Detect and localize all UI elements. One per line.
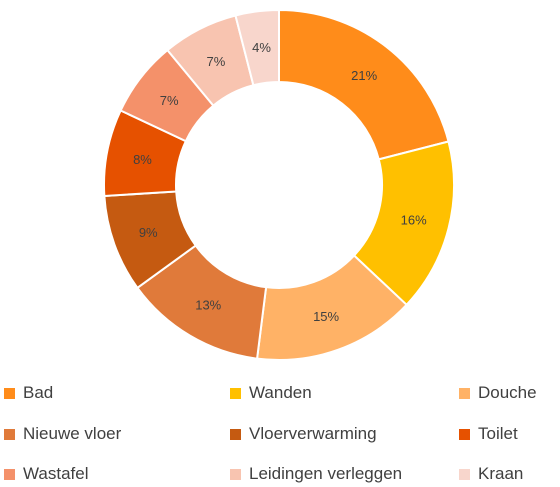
data-label: 7% (160, 93, 179, 108)
data-label: 15% (313, 309, 339, 324)
legend-item: Wastafel (4, 461, 89, 487)
legend-label: Nieuwe vloer (23, 424, 122, 443)
legend-item: Douche (459, 380, 537, 406)
legend-item: Toilet (459, 421, 518, 447)
legend-item: Wanden (230, 380, 312, 406)
donut-chart: 21% 16% 15% 13% 9% 8% 7% 7% 4% (103, 8, 455, 361)
legend-label: Wastafel (23, 464, 89, 483)
data-label: 7% (206, 54, 225, 69)
data-label: 8% (133, 152, 152, 167)
slice-bad (278, 8, 450, 161)
legend-item: Bad (4, 380, 53, 406)
legend-swatch (459, 428, 470, 440)
data-label: 9% (139, 225, 158, 240)
legend-label: Bad (23, 383, 54, 402)
legend-swatch (230, 387, 241, 399)
data-label: 21% (351, 68, 377, 83)
legend-label: Toilet (478, 424, 518, 443)
legend-item: Leidingen verleggen (230, 461, 402, 487)
data-label: 16% (401, 213, 427, 228)
data-label: 13% (195, 298, 221, 313)
legend-label: Douche (478, 383, 537, 402)
legend-label: Leidingen verleggen (249, 464, 403, 483)
legend-item: Nieuwe vloer (4, 421, 121, 447)
slice-kraan (234, 8, 280, 87)
legend-swatch (459, 468, 470, 480)
data-label: 4% (252, 40, 271, 55)
legend-label: Wanden (249, 383, 312, 402)
legend-swatch (230, 468, 241, 480)
legend-swatch (4, 468, 15, 480)
legend-item: Kraan (459, 461, 523, 487)
legend-swatch (230, 428, 241, 440)
legend-swatch (4, 428, 15, 440)
legend-label: Vloerverwarming (249, 424, 377, 443)
legend-item: Vloerverwarming (230, 421, 377, 447)
legend-swatch (4, 387, 15, 399)
legend-label: Kraan (478, 464, 524, 483)
chart-legend: Bad Wanden Douche Nieuwe vloer Vloerverwarmi… (0, 380, 560, 486)
legend-swatch (459, 387, 470, 399)
